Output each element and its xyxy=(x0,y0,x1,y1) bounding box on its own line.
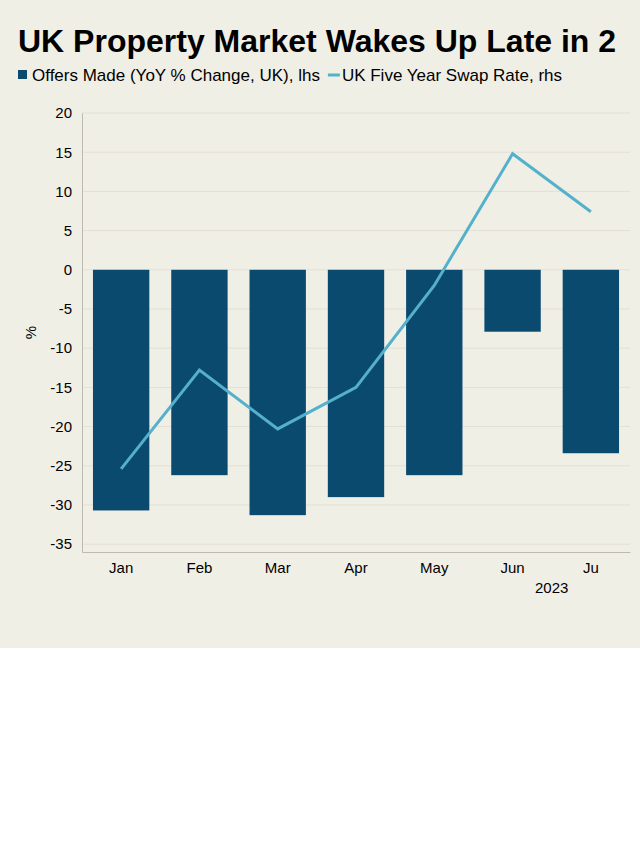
y-tick-label: -15 xyxy=(50,379,72,396)
y-tick-label: -20 xyxy=(50,418,72,435)
plot-area xyxy=(93,154,619,515)
legend-swatch xyxy=(328,74,340,77)
y-tick-label: -10 xyxy=(50,339,72,356)
y-tick-label: -5 xyxy=(59,300,72,317)
x-tick-label: Mar xyxy=(265,559,291,576)
bar xyxy=(93,270,149,511)
x-axis-title: 2023 xyxy=(535,579,568,596)
y-tick: -35 xyxy=(50,535,82,552)
grid-line xyxy=(82,113,630,114)
x-axis-line xyxy=(83,552,631,553)
y-tick: 20 xyxy=(55,104,82,121)
grid-line xyxy=(82,152,630,153)
grid-line xyxy=(82,230,630,231)
title: UK Property Market Wakes Up Late in 2 xyxy=(18,23,616,59)
y-axis: -35 -30 -25 -20 -15 -10 -5 0 5 10 15 20 xyxy=(50,104,82,552)
grid-line xyxy=(82,191,630,192)
legend: Offers Made (YoY % Change, UK), lhs UK Fi… xyxy=(18,66,562,85)
legend-swatch xyxy=(18,70,27,79)
x-tick-label: Ju xyxy=(583,559,599,576)
y-tick: 0 xyxy=(64,261,82,278)
legend-label: UK Five Year Swap Rate, rhs xyxy=(342,66,562,85)
y-tick-label: 20 xyxy=(55,104,72,121)
x-tick-label: Jun xyxy=(500,559,524,576)
y-tick-label: 10 xyxy=(55,183,72,200)
y-tick-label: -35 xyxy=(50,535,72,552)
y-axis-line xyxy=(82,114,83,553)
y-tick: -15 xyxy=(50,379,82,396)
bars xyxy=(93,270,619,515)
x-tick: Apr xyxy=(344,552,367,576)
y-tick: -10 xyxy=(50,339,82,356)
line xyxy=(121,154,591,469)
y-tick-label: -30 xyxy=(50,496,72,513)
x-axis: Jan Feb Mar Apr May Jun Ju xyxy=(83,552,631,576)
y-tick: 10 xyxy=(55,183,82,200)
chart: UK Property Market Wakes Up Late in 2 Off… xyxy=(0,0,640,853)
y-tick-label: 0 xyxy=(64,261,72,278)
x-tick: Feb xyxy=(186,552,212,576)
y-tick: -25 xyxy=(50,457,82,474)
y-tick: -5 xyxy=(59,300,82,317)
y-tick: -20 xyxy=(50,418,82,435)
x-tick-label: Apr xyxy=(344,559,367,576)
y-tick-label: 15 xyxy=(55,143,72,160)
y-tick: -30 xyxy=(50,496,82,513)
y-tick: 15 xyxy=(55,143,82,160)
background xyxy=(0,0,640,648)
x-tick: Mar xyxy=(265,552,291,576)
bar xyxy=(406,270,462,475)
x-tick-label: Feb xyxy=(186,559,212,576)
bar xyxy=(250,270,306,515)
y-axis-title: % xyxy=(22,326,39,339)
grid-line xyxy=(82,504,630,505)
y-tick-label: 5 xyxy=(64,222,72,239)
grid xyxy=(82,113,630,544)
x-tick: Jun xyxy=(500,552,524,576)
y-tick-label: -25 xyxy=(50,457,72,474)
y-tick: 5 xyxy=(64,222,82,239)
x-tick-label: May xyxy=(420,559,449,576)
grid-line xyxy=(82,544,630,545)
x-tick-label: Jan xyxy=(109,559,133,576)
x-tick: Ju xyxy=(583,552,599,576)
legend-label: Offers Made (YoY % Change, UK), lhs xyxy=(32,66,320,85)
bar xyxy=(484,270,540,332)
bar xyxy=(328,270,384,497)
legend-entry: UK Five Year Swap Rate, rhs xyxy=(328,66,562,85)
legend-entry: Offers Made (YoY % Change, UK), lhs xyxy=(18,66,320,85)
bar xyxy=(563,270,619,453)
x-tick: Jan xyxy=(109,552,133,576)
x-tick: May xyxy=(420,552,449,576)
